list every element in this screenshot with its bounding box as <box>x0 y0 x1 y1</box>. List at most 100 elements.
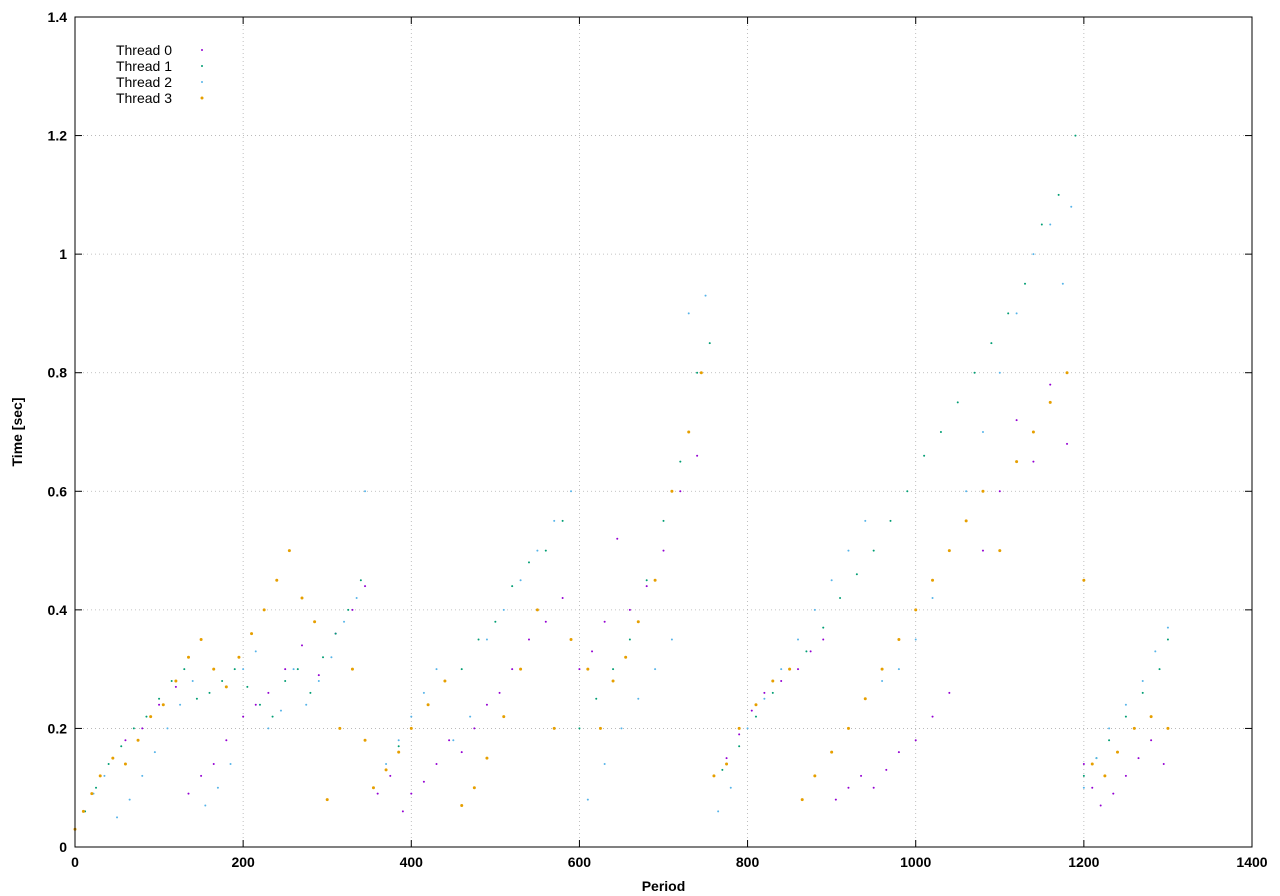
data-point <box>586 667 590 671</box>
data-point <box>1015 419 1018 422</box>
data-point <box>1108 739 1111 742</box>
data-point <box>317 674 320 677</box>
data-point <box>287 549 291 553</box>
data-point <box>359 579 362 582</box>
data-point <box>1108 727 1111 730</box>
x-tick-label: 800 <box>736 854 760 870</box>
data-point <box>397 745 400 748</box>
data-point <box>422 780 425 783</box>
data-point <box>536 549 539 552</box>
data-point <box>570 490 573 493</box>
data-point <box>132 727 135 730</box>
data-point <box>485 703 488 706</box>
data-point <box>435 763 438 765</box>
data-point <box>271 715 274 718</box>
data-point <box>662 549 665 552</box>
series-0 <box>74 383 1165 831</box>
y-tick-label: 0 <box>59 839 67 855</box>
data-point <box>141 774 144 777</box>
data-point <box>1154 650 1157 653</box>
data-point <box>914 608 918 612</box>
y-tick-label: 0.2 <box>48 720 68 736</box>
data-point <box>763 691 766 694</box>
data-point <box>553 519 556 522</box>
data-point <box>452 739 455 742</box>
data-point <box>1082 786 1085 789</box>
data-point <box>216 786 219 789</box>
data-point <box>721 768 724 771</box>
legend-label: Thread 0 <box>116 42 172 58</box>
data-point <box>998 371 1001 374</box>
data-point <box>973 371 976 374</box>
data-point <box>527 638 530 641</box>
grid-lines <box>75 17 1252 847</box>
data-point <box>443 679 447 683</box>
data-point <box>284 680 287 682</box>
data-point <box>385 763 388 765</box>
data-point <box>107 763 110 765</box>
data-point <box>123 762 127 766</box>
data-point <box>305 703 308 706</box>
data-point <box>170 680 173 682</box>
data-point <box>805 650 808 653</box>
data-point <box>628 638 631 641</box>
data-point <box>363 738 367 742</box>
data-point <box>813 774 817 778</box>
data-point <box>103 774 106 777</box>
data-point <box>1141 680 1144 682</box>
data-point <box>964 519 968 523</box>
data-point <box>1141 691 1144 694</box>
data-point <box>737 726 741 730</box>
data-point <box>250 632 254 636</box>
data-point <box>1099 804 1102 807</box>
data-point <box>696 454 699 457</box>
data-point <box>460 668 463 671</box>
data-point <box>204 804 207 807</box>
data-point <box>275 578 279 582</box>
data-point <box>679 460 682 463</box>
data-point <box>872 786 875 789</box>
data-point <box>519 667 523 671</box>
data-point <box>616 537 619 540</box>
data-point <box>931 715 934 718</box>
data-point <box>939 431 942 433</box>
x-tick-label: 0 <box>71 854 79 870</box>
data-point <box>636 620 640 624</box>
data-point <box>628 608 631 611</box>
data-point <box>788 667 792 671</box>
data-point <box>183 668 186 671</box>
data-point <box>863 697 867 701</box>
plot-frame <box>74 16 1253 848</box>
data-point <box>460 751 463 754</box>
data-point <box>158 697 161 700</box>
data-point <box>325 798 329 802</box>
data-point <box>1112 792 1115 795</box>
data-point <box>343 620 346 623</box>
data-point <box>612 668 615 671</box>
data-point <box>544 620 547 623</box>
data-point <box>221 680 224 682</box>
data-point <box>1149 715 1153 719</box>
data-point <box>364 490 367 493</box>
data-point <box>498 691 501 694</box>
x-tick-label: 600 <box>568 854 592 870</box>
data-point <box>704 294 707 297</box>
data-point <box>1166 626 1169 629</box>
data-point <box>435 668 438 671</box>
data-point <box>763 697 766 700</box>
data-point <box>981 549 984 552</box>
data-point <box>460 804 464 807</box>
data-point <box>116 816 119 819</box>
data-point <box>885 768 888 771</box>
data-point <box>1040 223 1043 226</box>
data-point <box>1049 383 1052 386</box>
data-point <box>809 650 812 653</box>
data-point <box>738 745 741 748</box>
axis-ticks: 0 200 400 600 800 1000 1200 1400 0 0.2 0.4 0.6 0.8 1 1… <box>48 9 1268 870</box>
data-point <box>426 703 430 707</box>
data-point <box>258 703 261 706</box>
data-point <box>161 703 165 707</box>
data-point <box>1032 460 1035 463</box>
